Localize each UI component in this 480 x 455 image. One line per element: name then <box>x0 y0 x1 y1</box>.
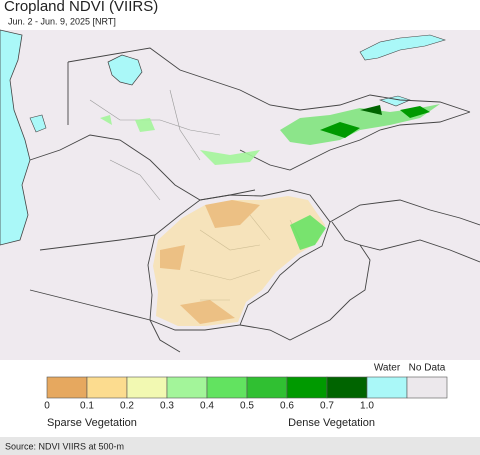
border <box>239 111 471 171</box>
border <box>329 199 480 263</box>
cropland-dense <box>360 105 382 115</box>
legend-tick-label: 0.3 <box>160 401 174 412</box>
title: Cropland NDVI (VIIRS) <box>4 0 158 15</box>
legend-swatch <box>86 376 128 399</box>
legend-high-label: Dense Vegetation <box>288 417 375 429</box>
lake-balkhash <box>359 34 446 61</box>
legend-tick-label: 1.0 <box>360 401 374 412</box>
caspian-sea <box>0 29 31 246</box>
legend-label-water: Water <box>374 363 401 374</box>
legend-tick-label: 0.5 <box>240 401 254 412</box>
cropland-green <box>280 104 440 145</box>
legend-tick-label: 0.7 <box>320 401 334 412</box>
legend-tick-label: 0.4 <box>200 401 214 412</box>
cropland-green <box>290 215 326 250</box>
footer-bar <box>0 437 480 455</box>
legend-swatch <box>166 376 208 399</box>
legend-swatch <box>286 376 328 399</box>
border <box>149 221 371 353</box>
lake-issyk-kul <box>378 95 411 107</box>
cropland-sparse <box>153 196 325 326</box>
legend-swatch-no-data <box>406 376 448 399</box>
aral-sea <box>107 54 143 86</box>
legend-tick-label: 0.6 <box>280 401 294 412</box>
legend-tick-label: 0.1 <box>80 401 94 412</box>
legend-label-no-data: No Data <box>409 363 446 374</box>
subtitle: Jun. 2 - Jun. 9, 2025 [NRT] <box>8 16 116 26</box>
legend-swatch <box>46 376 88 399</box>
legend-low-label: Sparse Vegetation <box>47 417 137 429</box>
border <box>29 234 156 321</box>
legend-swatch <box>126 376 168 399</box>
border <box>147 189 331 331</box>
legend-tick-label: 0.2 <box>120 401 134 412</box>
legend-swatch <box>246 376 288 399</box>
border <box>67 47 471 125</box>
legend-swatch <box>326 376 368 399</box>
cropland-moderate <box>100 115 260 165</box>
legend-tick-label: 0 <box>44 401 50 412</box>
legend-swatch <box>206 376 248 399</box>
cropland-low <box>160 200 260 324</box>
cropland-dense <box>320 106 430 138</box>
lake <box>29 114 47 133</box>
source: Source: NDVI VIIRS at 500-m <box>5 441 124 451</box>
legend-swatch-water <box>366 376 408 399</box>
legend: 0 0.1 0.2 0.3 0.4 0.5 0.6 0.7 1.0 Water No Data <box>44 363 448 412</box>
